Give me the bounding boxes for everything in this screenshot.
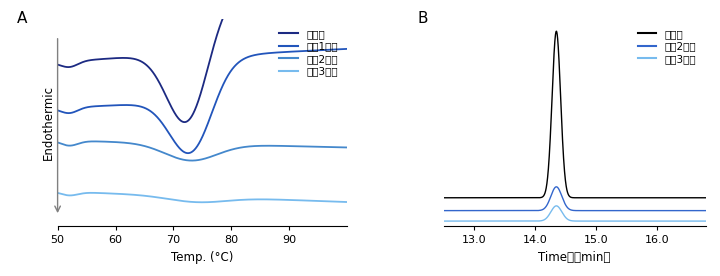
X-axis label: Temp. (°C): Temp. (°C) [171,251,233,264]
Text: A: A [17,11,27,26]
X-axis label: Time　（min）: Time （min） [539,251,611,264]
Text: B: B [418,11,428,26]
Legend: 洗浄前, 洗浄2回目, 洗浄3回目: 洗浄前, 洗浄2回目, 洗浄3回目 [634,25,701,68]
Y-axis label: Endothermic: Endothermic [42,85,55,160]
Legend: 洗浄前, 洗浄1回目, 洗浄2回目, 洗浄3回目: 洗浄前, 洗浄1回目, 洗浄2回目, 洗浄3回目 [275,25,342,81]
